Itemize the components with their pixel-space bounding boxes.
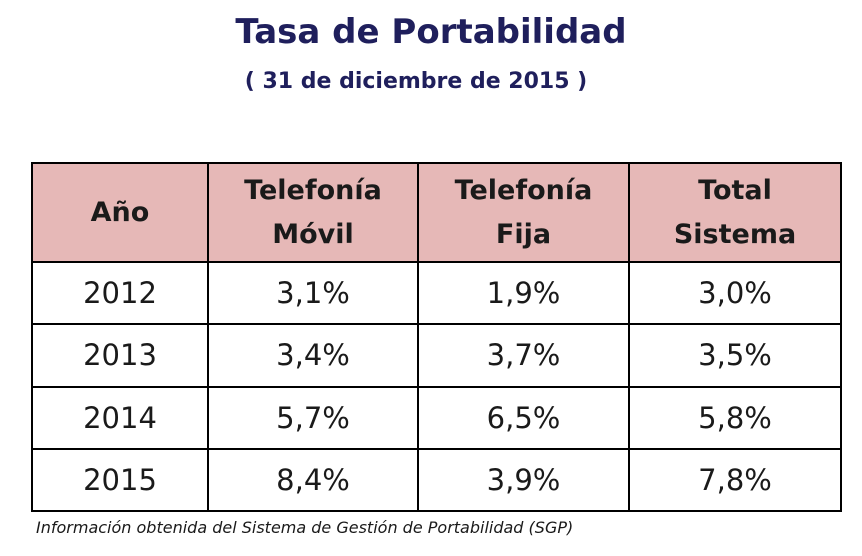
header-row: Año Telefonía Móvil Telefonía Fija Total… [31, 162, 842, 263]
table-row: 2015 8,4% 3,9% 7,8% [31, 447, 842, 513]
header-fixed-line-2: Fija [495, 218, 552, 250]
header-total-line-2: Sistema [673, 218, 797, 250]
cell-total: 3,5% [628, 323, 842, 388]
cell-total: 5,8% [628, 385, 842, 450]
header-fixed: Telefonía Fija [417, 162, 630, 263]
header-year: Año [31, 162, 209, 263]
cell-mobile: 5,7% [207, 385, 419, 450]
page-title: Tasa de Portabilidad [235, 12, 627, 52]
cell-mobile: 3,4% [207, 323, 419, 388]
source-footnote: Información obtenida del Sistema de Gest… [36, 518, 574, 537]
cell-year: 2012 [31, 260, 209, 326]
header-fixed-line-1: Telefonía [454, 174, 593, 206]
table-row: 2013 3,4% 3,7% 3,5% [31, 323, 842, 388]
cell-total: 3,0% [628, 260, 842, 326]
cell-year: 2013 [31, 323, 209, 388]
header-total: Total Sistema [628, 162, 842, 263]
cell-fixed: 3,7% [417, 323, 630, 388]
table-row: 2014 5,7% 6,5% 5,8% [31, 385, 842, 450]
header-mobile-line-1: Telefonía [244, 174, 382, 206]
header-total-line-1: Total [698, 174, 772, 206]
cell-year: 2014 [31, 385, 209, 450]
header-year-line-1: Año [90, 196, 150, 228]
cell-year: 2015 [31, 447, 209, 513]
cell-fixed: 6,5% [417, 385, 630, 450]
portability-table: Año Telefonía Móvil Telefonía Fija Total… [31, 162, 842, 513]
cell-fixed: 1,9% [417, 260, 630, 326]
table-row: 2012 3,1% 1,9% 3,0% [31, 260, 842, 326]
header-mobile: Telefonía Móvil [207, 162, 419, 263]
cell-mobile: 8,4% [207, 447, 419, 513]
cell-fixed: 3,9% [417, 447, 630, 513]
table-header: Año Telefonía Móvil Telefonía Fija Total… [31, 162, 842, 263]
cell-mobile: 3,1% [207, 260, 419, 326]
table-body: 2012 3,1% 1,9% 3,0% 2013 3,4% 3,7% 3,5% … [31, 260, 842, 513]
header-mobile-line-2: Móvil [272, 218, 354, 250]
page-subtitle: ( 31 de diciembre de 2015 ) [244, 69, 588, 94]
cell-total: 7,8% [628, 447, 842, 513]
